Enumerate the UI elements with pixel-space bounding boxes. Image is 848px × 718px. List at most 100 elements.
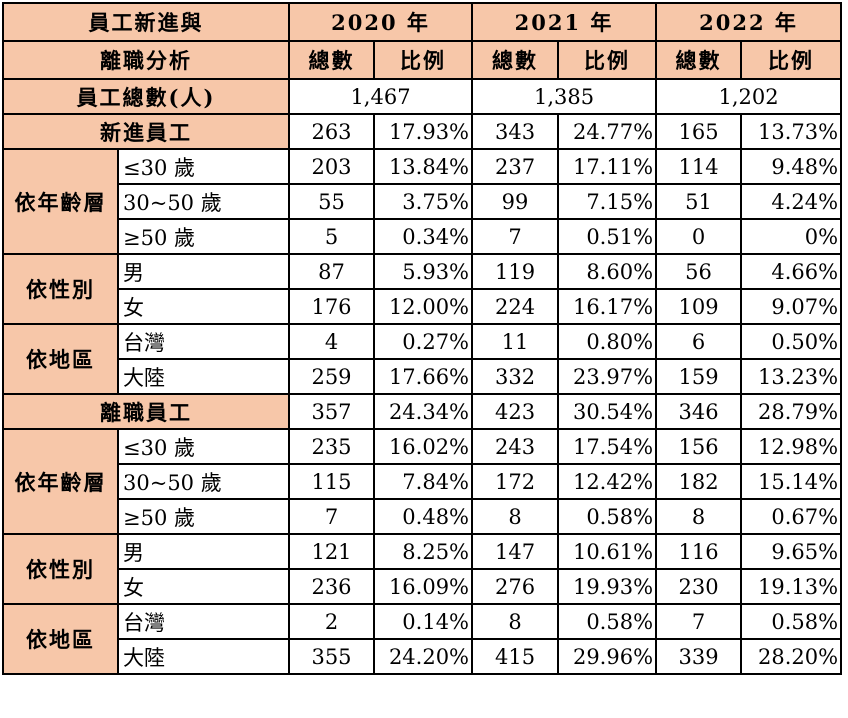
table-row: 30~50 歲 55 3.75% 99 7.15% 51 4.24% (3, 183, 843, 220)
total-employees-2021: 1,385 (471, 78, 658, 115)
count-cell: 56 (655, 253, 743, 290)
row-label: 台灣 (117, 323, 290, 360)
header-row-columns: 離職分析 總數 比例 總數 比例 總數 比例 (2, 40, 843, 80)
count-cell: 7 (471, 218, 560, 255)
count-cell: 11 (471, 323, 560, 360)
count-cell: 99 (471, 183, 560, 220)
count-cell: 235 (288, 428, 375, 465)
ratio-cell: 0% (740, 218, 843, 255)
ratio-cell: 24.77% (557, 113, 658, 150)
count-cell: 55 (288, 183, 375, 220)
ratio-cell: 28.79% (740, 393, 843, 430)
ratio-cell: 24.34% (372, 393, 474, 430)
ratio-cell: 13.73% (740, 113, 843, 150)
ratio-cell: 12.42% (557, 463, 658, 500)
section-summary-row: 新進員工 263 17.93% 343 24.77% 165 13.73% (2, 113, 843, 150)
count-cell: 8 (471, 498, 560, 535)
count-cell: 357 (288, 393, 375, 430)
ratio-cell: 5.93% (372, 253, 474, 290)
count-cell: 182 (655, 463, 743, 500)
count-cell: 5 (288, 218, 375, 255)
ratio-cell: 10.61% (557, 533, 658, 570)
col-total-header: 總數 (471, 40, 560, 80)
group-label: 依地區 (2, 323, 119, 395)
ratio-cell: 0.51% (557, 218, 658, 255)
ratio-cell: 28.20% (740, 638, 843, 675)
ratio-cell: 0.50% (740, 323, 843, 360)
ratio-cell: 24.20% (372, 638, 474, 675)
count-cell: 7 (655, 603, 743, 640)
ratio-cell: 0.58% (557, 603, 658, 640)
col-ratio-header: 比例 (372, 40, 474, 80)
row-label: 男 (117, 253, 290, 290)
count-cell: 159 (655, 358, 743, 395)
table-row: 依性別男 121 8.25% 147 10.61% 116 9.65% (2, 533, 843, 605)
count-cell: 276 (471, 568, 560, 605)
ratio-cell: 0.27% (372, 323, 474, 360)
count-cell: 6 (655, 323, 743, 360)
count-cell: 203 (288, 148, 375, 185)
ratio-cell: 17.66% (372, 358, 474, 395)
row-label: ≥50 歲 (117, 218, 290, 255)
count-cell: 109 (655, 288, 743, 325)
ratio-cell: 9.65% (740, 533, 843, 570)
count-cell: 415 (471, 638, 560, 675)
section-summary-row: 離職員工 357 24.34% 423 30.54% 346 28.79% (2, 393, 843, 430)
table-row: 女 176 12.00% 224 16.17% 109 9.07% (3, 288, 843, 325)
count-cell: 172 (471, 463, 560, 500)
count-cell: 8 (471, 603, 560, 640)
total-employees-label: 員工總數(人) (2, 78, 290, 115)
row-label: 30~50 歲 (117, 183, 290, 220)
ratio-cell: 29.96% (557, 638, 658, 675)
ratio-cell: 9.48% (740, 148, 843, 185)
total-employees-2022: 1,202 (655, 78, 843, 115)
ratio-cell: 17.54% (557, 428, 658, 465)
ratio-cell: 7.84% (372, 463, 474, 500)
row-label: ≤30 歲 (117, 148, 290, 185)
row-label: 男 (117, 533, 290, 570)
ratio-cell: 9.07% (740, 288, 843, 325)
count-cell: 259 (288, 358, 375, 395)
ratio-cell: 0.14% (372, 603, 474, 640)
count-cell: 346 (655, 393, 743, 430)
count-cell: 332 (471, 358, 560, 395)
count-cell: 119 (471, 253, 560, 290)
table-row: 30~50 歲 115 7.84% 172 12.42% 182 15.14% (3, 463, 843, 500)
count-cell: 2 (288, 603, 375, 640)
ratio-cell: 12.98% (740, 428, 843, 465)
year-2021-header: 2021 年 (471, 2, 658, 42)
table-row: ≥50 歲 5 0.34% 7 0.51% 0 0% (3, 218, 843, 255)
count-cell: 176 (288, 288, 375, 325)
ratio-cell: 0.80% (557, 323, 658, 360)
ratio-cell: 23.97% (557, 358, 658, 395)
count-cell: 224 (471, 288, 560, 325)
total-employees-row: 員工總數(人) 1,467 1,385 1,202 (2, 78, 843, 115)
row-label: ≤30 歲 (117, 428, 290, 465)
count-cell: 423 (471, 393, 560, 430)
section-title: 離職員工 (2, 393, 290, 430)
table-title-line1: 員工新進與 (2, 2, 290, 42)
row-label: 女 (117, 568, 290, 605)
ratio-cell: 17.11% (557, 148, 658, 185)
table-row: 女 236 16.09% 276 19.93% 230 19.13% (3, 568, 843, 605)
count-cell: 230 (655, 568, 743, 605)
count-cell: 0 (655, 218, 743, 255)
ratio-cell: 13.23% (740, 358, 843, 395)
count-cell: 116 (655, 533, 743, 570)
count-cell: 165 (655, 113, 743, 150)
table-row: 依地區 台灣 2 0.14% 8 0.58% 7 0.58% (2, 603, 843, 675)
ratio-cell: 15.14% (740, 463, 843, 500)
ratio-cell: 19.13% (740, 568, 843, 605)
col-ratio-header: 比例 (740, 40, 843, 80)
ratio-cell: 3.75% (372, 183, 474, 220)
col-ratio-header: 比例 (557, 40, 658, 80)
count-cell: 147 (471, 533, 560, 570)
ratio-cell: 16.02% (372, 428, 474, 465)
table-row: 大陸 259 17.66% 332 23.97% 159 13.23% (3, 358, 843, 395)
group-label: 依性別 (2, 253, 119, 325)
table-row: 依性別男 87 5.93% 119 8.60% 56 4.66% (2, 253, 843, 325)
ratio-cell: 7.15% (557, 183, 658, 220)
count-cell: 8 (655, 498, 743, 535)
row-label: 女 (117, 288, 290, 325)
ratio-cell: 0.34% (372, 218, 474, 255)
